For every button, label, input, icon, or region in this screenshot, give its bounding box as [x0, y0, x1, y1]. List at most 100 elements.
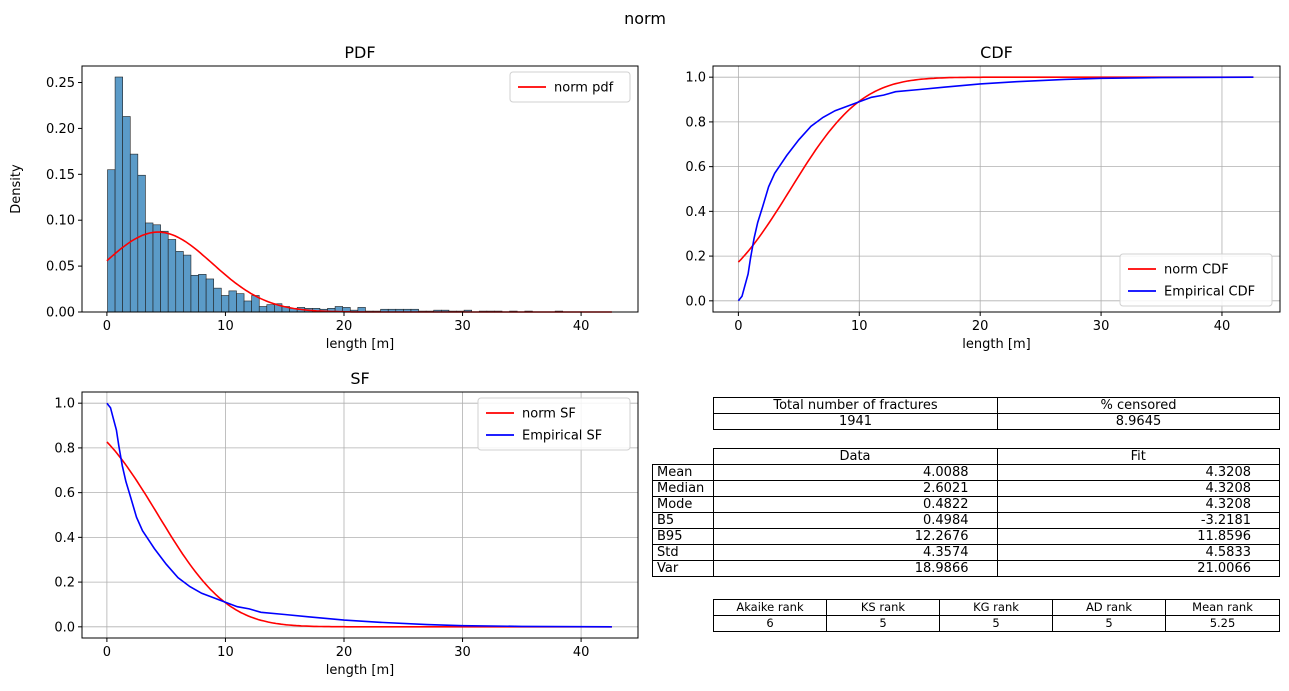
- stats-data: 12.2676: [712, 528, 998, 545]
- y-tick-label: 1.0: [54, 397, 75, 412]
- stats-data: 18.9866: [712, 560, 998, 577]
- y-tick-label: 0.0: [685, 294, 706, 309]
- summary-value: 1941: [713, 413, 998, 430]
- y-tick-label: 1.0: [685, 71, 706, 86]
- x-axis-label: length [m]: [326, 663, 394, 678]
- y-axis-label: Density: [9, 164, 24, 214]
- legend-label: norm CDF: [1164, 263, 1229, 278]
- x-tick-label: 40: [573, 645, 590, 660]
- legend-box: [509, 71, 631, 103]
- stats-header: Fit: [996, 448, 1280, 465]
- stats-row-label: B5: [652, 512, 714, 529]
- axes-frame: [81, 391, 639, 639]
- histogram-bar: [236, 293, 245, 313]
- histogram-bar: [129, 153, 139, 313]
- stats-header: Data: [712, 448, 998, 465]
- y-tick-label: 0.8: [685, 115, 706, 130]
- stats-table: Data Fit Mean 4.0088 4.3208 Median 2.6021 4.…: [652, 448, 1280, 577]
- y-tick-label: 0.6: [685, 160, 706, 175]
- histogram-bar: [213, 287, 222, 313]
- chart-title: CDF: [980, 43, 1013, 62]
- stats-row-label: B95: [652, 528, 714, 545]
- histogram-bar: [190, 274, 199, 313]
- series-line: [106, 441, 612, 628]
- histogram-bar: [243, 300, 252, 313]
- y-tick-label: 0.4: [685, 205, 706, 220]
- y-tick-label: 0.20: [46, 122, 75, 137]
- x-tick-label: 10: [217, 319, 234, 334]
- pdf-panel: PDF 0 10 20 30 40 0.00 0.05 0.10 0.15 0.20 0.25 leng…: [9, 43, 639, 352]
- stats-data: 0.4984: [712, 512, 998, 529]
- stats-fit: 11.8596: [996, 528, 1280, 545]
- legend-label: norm SF: [522, 407, 576, 422]
- stats-row-label: Mean: [652, 464, 714, 481]
- rank-header: Akaike rank: [713, 599, 827, 616]
- x-tick-label: 0: [103, 319, 111, 334]
- figure-suptitle: norm: [624, 9, 666, 28]
- legend-box: [1119, 253, 1273, 307]
- histogram-bar: [167, 239, 177, 313]
- histogram-bar: [137, 174, 146, 313]
- legend-label: norm pdf: [554, 81, 614, 96]
- y-tick-label: 0.6: [54, 486, 75, 501]
- stats-row-label: Mode: [652, 496, 714, 513]
- x-tick-label: 10: [851, 319, 868, 334]
- x-tick-label: 20: [336, 645, 353, 660]
- x-tick-label: 30: [454, 645, 471, 660]
- stats-fit: 21.0066: [996, 560, 1280, 577]
- stats-data: 2.6021: [712, 480, 998, 497]
- y-tick-label: 0.05: [46, 260, 75, 275]
- y-tick-label: 0.2: [685, 250, 706, 265]
- stats-data: 0.4822: [712, 496, 998, 513]
- x-axis-label: length [m]: [326, 337, 394, 352]
- axes-frame: [81, 65, 639, 313]
- rank-header: KS rank: [826, 599, 940, 616]
- y-tick-label: 0.00: [46, 306, 75, 321]
- chart-title: PDF: [344, 43, 375, 62]
- axes-frame: [712, 65, 1281, 313]
- x-tick-label: 20: [336, 319, 353, 334]
- summary-header: % censored: [997, 397, 1280, 414]
- stats-fit: 4.5833: [996, 544, 1280, 561]
- x-tick-label: 40: [573, 319, 590, 334]
- histogram-bar: [175, 251, 184, 313]
- legend-box: [477, 397, 631, 451]
- y-tick-label: 0.2: [54, 576, 75, 591]
- histogram-bar: [266, 304, 275, 313]
- stats-fit: 4.3208: [996, 496, 1280, 513]
- y-tick-label: 0.15: [46, 168, 75, 183]
- sf-panel: SF 0 10 20 30 40 0.0 0.2 0.4 0.6 0.8 1.0 length [m] n…: [54, 369, 639, 678]
- ranks-table: Akaike rank KS rank KG rank AD rank Mean…: [713, 599, 1280, 632]
- x-tick-label: 40: [1214, 319, 1231, 334]
- histogram-bar: [160, 230, 169, 313]
- histogram-bar: [152, 224, 161, 313]
- x-tick-label: 0: [103, 645, 111, 660]
- histogram-bar: [220, 295, 230, 313]
- histogram-bar: [258, 306, 268, 313]
- series-line: [737, 76, 1254, 263]
- rank-value: 5.25: [1165, 615, 1280, 632]
- y-tick-label: 0.4: [54, 531, 75, 546]
- stats-data: 4.3574: [712, 544, 998, 561]
- rank-value: 6: [713, 615, 827, 632]
- chart-title: SF: [350, 369, 369, 388]
- y-tick-label: 0.8: [54, 441, 75, 456]
- histogram-bar: [145, 222, 154, 313]
- series-line: [737, 76, 1254, 302]
- stats-row-label: Var: [652, 560, 714, 577]
- rank-header: KG rank: [939, 599, 1053, 616]
- x-axis-label: length [m]: [962, 337, 1030, 352]
- histogram-bar: [205, 278, 215, 313]
- y-tick-label: 0.10: [46, 214, 75, 229]
- legend-label: Empirical CDF: [1164, 285, 1255, 300]
- histogram-bar: [114, 76, 123, 313]
- y-tick-label: 0.25: [46, 76, 75, 91]
- x-tick-label: 10: [217, 645, 234, 660]
- histogram-bar: [198, 274, 207, 313]
- rank-value: 5: [826, 615, 940, 632]
- histogram-bar: [107, 169, 116, 313]
- stats-corner: [653, 449, 714, 465]
- summary-value: 8.9645: [997, 413, 1280, 430]
- x-tick-label: 0: [734, 319, 742, 334]
- rank-header: Mean rank: [1165, 599, 1280, 616]
